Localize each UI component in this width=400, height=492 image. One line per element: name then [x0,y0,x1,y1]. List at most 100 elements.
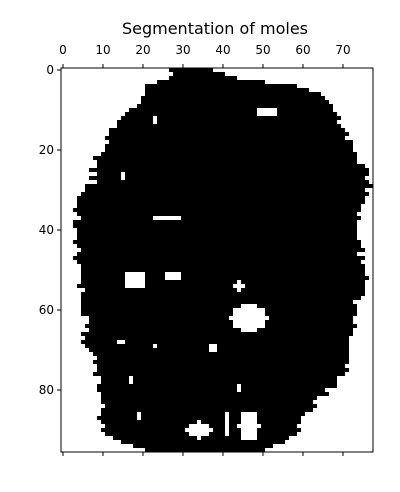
mask-run [97,384,237,388]
mask-run [101,420,197,424]
mask-run [105,148,353,152]
mask-run [257,412,305,416]
mask-run [121,116,153,120]
mask-run [77,260,361,264]
mask-run [133,376,337,380]
mask-run [269,316,353,320]
mask-run [101,380,129,384]
mask-run [257,420,301,424]
mask-run [81,340,117,344]
mask-run [101,392,329,396]
mask-run [77,284,125,288]
mask-run [89,316,229,320]
mask-run [101,396,317,400]
mask-run [81,312,233,316]
chart-title: Segmentation of moles [122,19,308,38]
mask-run [241,388,325,392]
mask-run [89,348,209,352]
mask-run [81,248,365,252]
mask-run [85,288,237,292]
mask-run [81,300,353,304]
mask-run [77,200,365,204]
mask-run [101,152,357,156]
mask-run [181,272,365,276]
mask-run [229,432,241,436]
x-tick-label: 20 [135,43,150,57]
mask-run [93,372,345,376]
mask-run [101,400,313,404]
mask-run [145,448,265,452]
mask-run [169,76,237,80]
mask-run [77,232,357,236]
y-tick-label: 20 [39,143,54,157]
mask-run [105,144,353,148]
mask-run [145,84,297,88]
mask-run [125,176,365,180]
mask-run [169,68,213,72]
mask-run [217,344,349,348]
mask-run [81,332,353,336]
mask-run [97,180,369,184]
mask-run [89,168,369,172]
mask-run [81,264,365,268]
x-tick-label: 10 [95,43,110,57]
mask-run [97,364,345,368]
mask-run [229,416,241,420]
y-tick-label: 40 [39,223,54,237]
mask-run [229,424,237,428]
mask-run [85,324,233,328]
mask-run [73,208,361,212]
mask-run [101,412,137,416]
mask-run [257,428,301,432]
mask-run [181,216,361,220]
mask-run [173,72,225,76]
mask-run [105,424,189,428]
mask-run [133,380,337,384]
mask-run [97,368,349,372]
mask-run [81,216,153,220]
mask-run [157,120,337,124]
mask-run [133,444,273,448]
mask-run [105,136,345,140]
x-axis: 0 10 20 30 40 50 60 70 [59,43,351,456]
mask-run [77,252,357,256]
mask-run [277,112,337,116]
mask-run [277,108,333,112]
mask-run [81,308,233,312]
plot-frame [60,67,374,453]
y-axis: 0 20 40 60 80 [39,63,61,397]
mask-run [81,292,365,296]
mask-run [241,280,365,284]
mask-run [217,348,349,352]
x-tick-label: 70 [335,43,350,57]
mask-run [129,108,257,112]
mask-run [113,436,197,440]
mask-run [81,276,125,280]
mask-run [93,156,357,160]
mask-run [109,132,349,136]
mask-run [81,304,241,308]
mask-run [77,236,357,240]
mask-run [213,428,225,432]
mask-run [245,284,365,288]
y-tick-label: 60 [39,303,54,317]
x-tick-label: 50 [255,43,270,57]
mask-run [101,376,129,380]
y-tick-label: 0 [46,63,54,77]
mask-run [141,100,329,104]
mask-run [73,256,365,260]
mask-run [73,240,361,244]
mask-run [89,176,121,180]
mask-run [125,172,369,176]
mask-run [265,308,357,312]
mask-run [257,416,301,420]
mask-run [105,404,317,408]
x-tick-label: 40 [215,43,230,57]
x-tick-label: 60 [295,43,310,57]
mask-run [109,140,353,144]
mask-run [201,420,225,424]
mask-run [209,432,225,436]
mask-run [141,412,225,416]
mask-run [101,408,313,412]
